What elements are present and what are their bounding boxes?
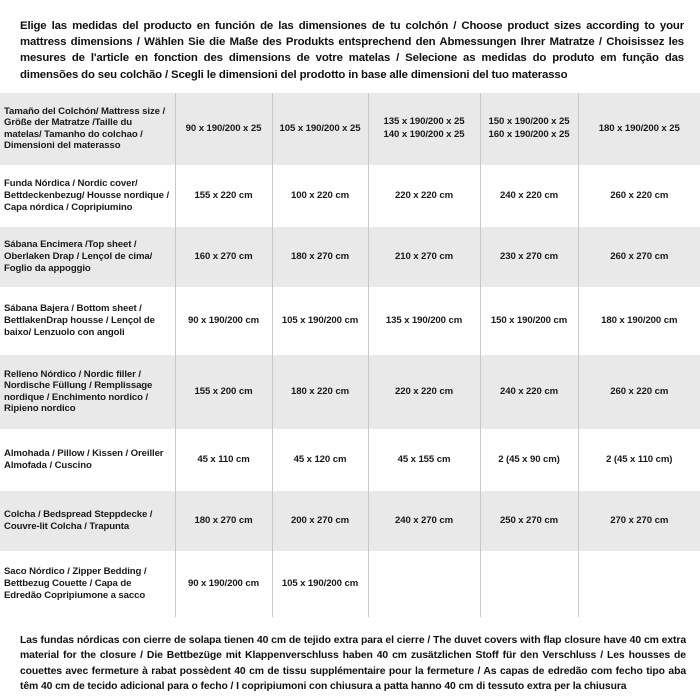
cell-pillow-4: 2 (45 x 90 cm) xyxy=(480,428,579,491)
cell-nordic-filler-3: 220 x 220 cm xyxy=(368,354,481,429)
cell-bottom-sheet-1: 90 x 190/200 cm xyxy=(175,286,273,355)
cell-bottom-sheet-3: 135 x 190/200 cm xyxy=(368,286,481,355)
cell-bottom-sheet-4: 150 x 190/200 cm xyxy=(480,286,579,355)
table-row: Sábana Encimera /Top sheet / Oberlaken D… xyxy=(0,226,700,287)
table-row: Colcha / Bedspread Steppdecke / Couvre-l… xyxy=(0,490,700,551)
cell-bottom-sheet-5: 180 x 190/200 cm xyxy=(601,314,678,326)
row-label-top-sheet: Sábana Encimera /Top sheet / Oberlaken D… xyxy=(0,226,176,287)
cell-top-sheet-2: 180 x 270 cm xyxy=(272,226,369,287)
cell-top-sheet-4: 230 x 270 cm xyxy=(480,226,579,287)
header-size-col-4: 150 x 190/200 x 25 160 x 190/200 x 25 xyxy=(480,92,579,165)
cell-top-sheet-5: 260 x 270 cm xyxy=(610,250,669,262)
intro-paragraph: Elige las medidas del producto en funció… xyxy=(20,20,684,81)
row-label-pillow: Almohada / Pillow / Kissen / Oreiller Al… xyxy=(0,428,176,491)
cell-pillow-3: 45 x 155 cm xyxy=(368,428,481,491)
cell-bedspread-3: 240 x 270 cm xyxy=(368,490,481,551)
cell-nordic-cover-5: 260 x 220 cm xyxy=(610,189,669,201)
cell-top-sheet-3: 210 x 270 cm xyxy=(368,226,481,287)
footnote-paragraph: Las fundas nórdicas con cierre de solapa… xyxy=(20,634,686,693)
cell-bottom-sheet-2: 105 x 190/200 cm xyxy=(272,286,369,355)
cell-pillow-5: 2 (45 x 110 cm) xyxy=(606,453,673,465)
cell-zipper-bedding-5 xyxy=(578,551,700,617)
cell-zipper-bedding-2: 105 x 190/200 cm xyxy=(272,550,369,617)
cell-top-sheet-1: 160 x 270 cm xyxy=(175,226,273,287)
header-size-col-3: 135 x 190/200 x 25 140 x 190/200 x 25 xyxy=(368,92,481,165)
header-label-cell: Tamaño del Colchón/ Mattress size / Größ… xyxy=(0,92,176,165)
cell-bedspread-1: 180 x 270 cm xyxy=(175,490,273,551)
header-size-col-1: 90 x 190/200 x 25 xyxy=(175,92,273,165)
cell-zipper-bedding-1: 90 x 190/200 cm xyxy=(175,550,273,617)
cell-bedspread-5: 270 x 270 cm xyxy=(610,514,669,526)
cell-nordic-cover-2: 100 x 220 cm xyxy=(272,164,369,227)
table-header-row: Tamaño del Colchón/ Mattress size / Größ… xyxy=(0,92,700,165)
cell-nordic-filler-5: 260 x 220 cm xyxy=(610,385,669,397)
cell-pillow-1: 45 x 110 cm xyxy=(175,428,273,491)
cell-zipper-bedding-3 xyxy=(368,550,481,617)
cell-nordic-filler-1: 155 x 200 cm xyxy=(175,354,273,429)
cell-pillow-2: 45 x 120 cm xyxy=(272,428,369,491)
table-row: Sábana Bajera / Bottom sheet / Bettlaken… xyxy=(0,286,700,355)
cell-nordic-cover-3: 220 x 220 cm xyxy=(368,164,481,227)
cell-bedspread-4: 250 x 270 cm xyxy=(480,490,579,551)
mattress-size-table: Tamaño del Colchón/ Mattress size / Größ… xyxy=(0,92,700,617)
cell-nordic-filler-2: 180 x 220 cm xyxy=(272,354,369,429)
row-label-zipper-bedding: Saco Nórdico / Zipper Bedding / Bettbezu… xyxy=(0,550,176,617)
table-row: Saco Nórdico / Zipper Bedding / Bettbezu… xyxy=(0,550,700,617)
cell-nordic-cover-1: 155 x 220 cm xyxy=(175,164,273,227)
cell-nordic-filler-4: 240 x 220 cm xyxy=(480,354,579,429)
header-size-col-5: 180 x 190/200 x 25 xyxy=(598,122,680,134)
table-row: Funda Nórdica / Nordic cover/ Bettdecken… xyxy=(0,164,700,227)
row-label-nordic-filler: Relleno Nórdico / Nordic filler / Nordis… xyxy=(0,354,176,429)
table-row: Almohada / Pillow / Kissen / Oreiller Al… xyxy=(0,428,700,491)
cell-nordic-cover-4: 240 x 220 cm xyxy=(480,164,579,227)
header-size-col-2: 105 x 190/200 x 25 xyxy=(272,92,369,165)
cell-bedspread-2: 200 x 270 cm xyxy=(272,490,369,551)
row-label-nordic-cover: Funda Nórdica / Nordic cover/ Bettdecken… xyxy=(0,164,176,227)
table-row: Relleno Nórdico / Nordic filler / Nordis… xyxy=(0,354,700,429)
cell-zipper-bedding-4 xyxy=(480,550,579,617)
row-label-bottom-sheet: Sábana Bajera / Bottom sheet / Bettlaken… xyxy=(0,286,176,355)
row-label-bedspread: Colcha / Bedspread Steppdecke / Couvre-l… xyxy=(0,490,176,551)
